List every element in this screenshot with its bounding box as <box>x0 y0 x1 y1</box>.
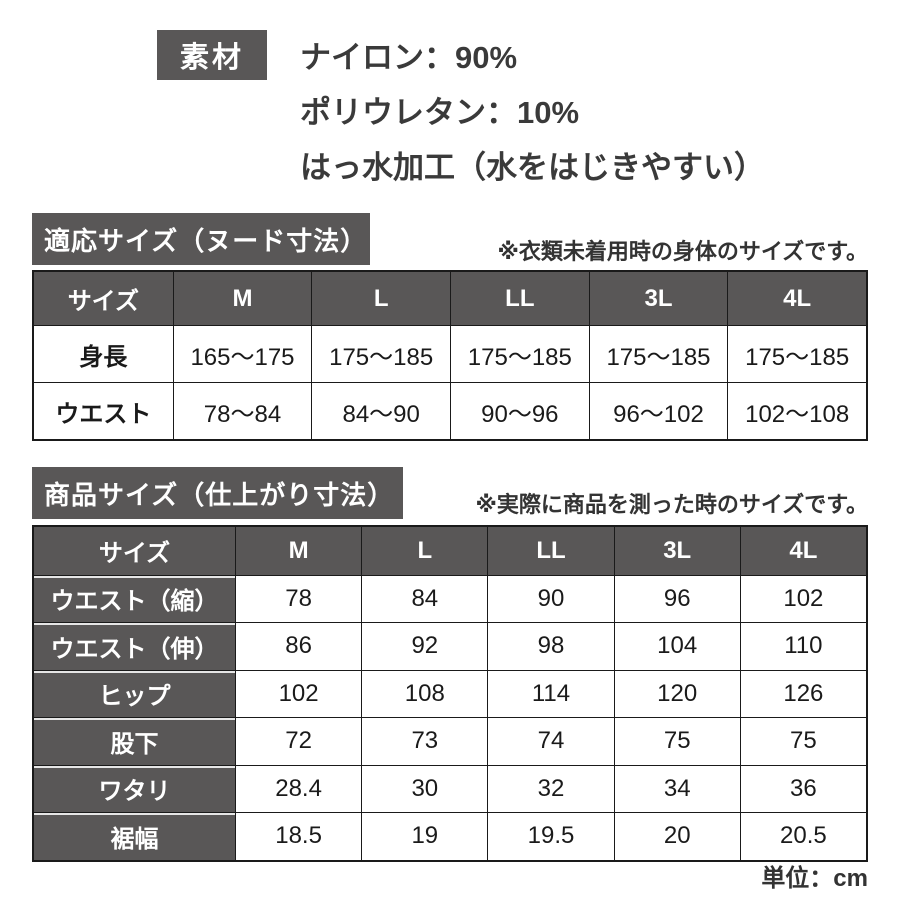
value-cell: 175～185 <box>727 325 866 382</box>
value-cell: 78 <box>235 574 362 622</box>
column-header: サイズ <box>34 527 235 575</box>
nude-size-table: サイズ M L LL 3L 4L 身長 165～175 175～185 175～185 175～18… <box>32 270 868 441</box>
product-size-table: サイズ M L LL 3L 4L ウエスト（縮） 78 84 90 96 102 ウエスト（伸） 86 92… <box>32 525 868 862</box>
section-title-product-size: 商品サイズ（仕上がり寸法） <box>32 467 403 519</box>
column-header: LL <box>450 272 589 325</box>
value-cell: 102 <box>739 574 866 622</box>
value-cell: 126 <box>739 669 866 717</box>
material-line-polyurethane: ポリウレタン：10% <box>300 95 580 130</box>
value-cell: 32 <box>487 764 614 812</box>
value-cell: 110 <box>739 622 866 670</box>
value-cell: 102 <box>235 669 362 717</box>
value-cell: 86 <box>235 622 362 670</box>
value-cell: 74 <box>487 717 614 765</box>
row-label: ウエスト（伸） <box>34 622 235 670</box>
section-title-nude-size: 適応サイズ（ヌード寸法） <box>32 213 370 265</box>
column-header: サイズ <box>34 272 173 325</box>
value-cell: 34 <box>613 764 740 812</box>
value-cell: 30 <box>361 764 488 812</box>
material-line-water-repellent: はっ水加工（水をはじきやすい） <box>300 150 765 185</box>
value-cell: 84～90 <box>311 382 450 439</box>
value-cell: 104 <box>613 622 740 670</box>
value-cell: 108 <box>361 669 488 717</box>
value-cell: 92 <box>361 622 488 670</box>
row-label: ワタリ <box>34 764 235 812</box>
value-cell: 96 <box>613 574 740 622</box>
value-cell: 90～96 <box>450 382 589 439</box>
value-cell: 18.5 <box>235 812 362 860</box>
value-cell: 28.4 <box>235 764 362 812</box>
row-label: 股下 <box>34 717 235 765</box>
section-note-nude-size: ※衣類未着用時の身体のサイズです。 <box>497 239 868 264</box>
column-header: L <box>311 272 450 325</box>
column-header: L <box>361 527 488 575</box>
value-cell: 84 <box>361 574 488 622</box>
value-cell: 36 <box>739 764 866 812</box>
material-label-box: 素材 <box>157 30 267 80</box>
value-cell: 75 <box>613 717 740 765</box>
row-label: ヒップ <box>34 669 235 717</box>
value-cell: 98 <box>487 622 614 670</box>
column-header: 3L <box>613 527 740 575</box>
value-cell: 96～102 <box>588 382 728 439</box>
value-cell: 165～175 <box>172 325 312 382</box>
value-cell: 75 <box>739 717 866 765</box>
column-header: 4L <box>739 527 866 575</box>
value-cell: 90 <box>487 574 614 622</box>
value-cell: 78～84 <box>172 382 312 439</box>
value-cell: 102～108 <box>727 382 866 439</box>
column-header: M <box>172 272 312 325</box>
column-header: LL <box>487 527 614 575</box>
value-cell: 19.5 <box>487 812 614 860</box>
value-cell: 120 <box>613 669 740 717</box>
material-line-nylon: ナイロン：90% <box>300 40 518 75</box>
column-header: 4L <box>727 272 866 325</box>
value-cell: 20.5 <box>739 812 866 860</box>
column-header: 3L <box>588 272 728 325</box>
value-cell: 20 <box>613 812 740 860</box>
column-header: M <box>235 527 362 575</box>
unit-note: 単位：cm <box>761 865 868 892</box>
section-note-product-size: ※実際に商品を測った時のサイズです。 <box>475 492 868 517</box>
value-cell: 175～185 <box>588 325 728 382</box>
row-label: 裾幅 <box>34 812 235 860</box>
value-cell: 72 <box>235 717 362 765</box>
row-label: ウエスト <box>34 382 173 439</box>
value-cell: 19 <box>361 812 488 860</box>
value-cell: 114 <box>487 669 614 717</box>
value-cell: 73 <box>361 717 488 765</box>
value-cell: 175～185 <box>311 325 450 382</box>
row-label: ウエスト（縮） <box>34 574 235 622</box>
material-lines: ナイロン：90% ポリウレタン：10% はっ水加工（水をはじきやすい） <box>300 30 765 195</box>
value-cell: 175～185 <box>450 325 589 382</box>
row-label: 身長 <box>34 325 173 382</box>
